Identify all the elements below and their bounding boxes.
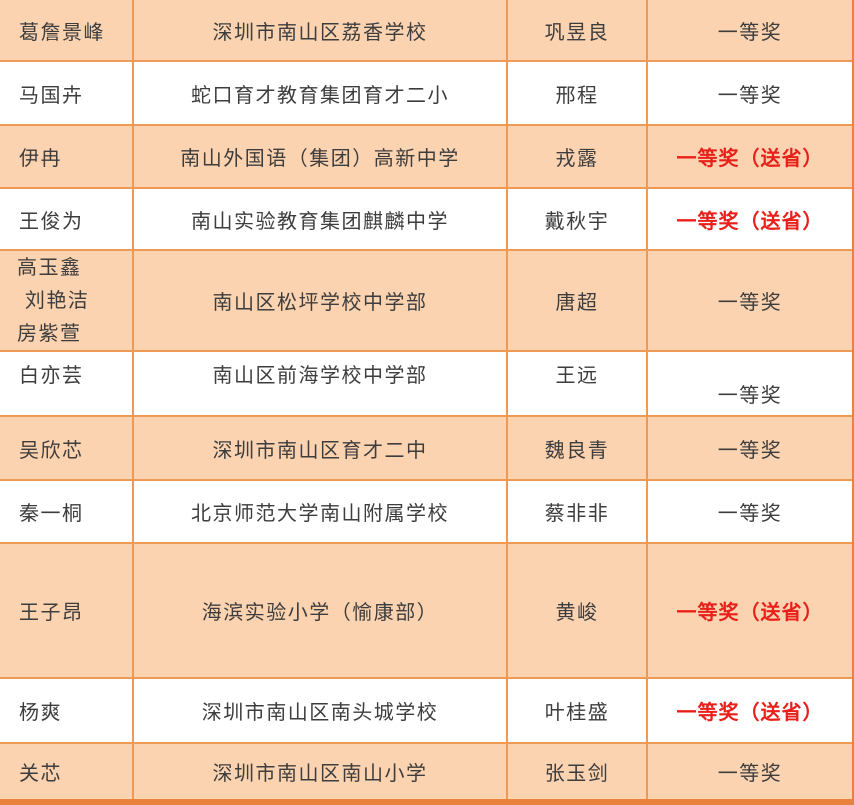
student-name-cell: 吴欣芯 bbox=[0, 415, 134, 481]
school-cell: 深圳市南山区南山小学 bbox=[132, 742, 508, 805]
table-row: 王子昂 海滨实验小学（愉康部） 黄峻 一等奖（送省） bbox=[0, 542, 854, 679]
student-name-cell: 白亦芸 bbox=[0, 350, 134, 417]
student-name-cell: 伊冉 bbox=[0, 124, 134, 189]
table-row: 马国卉 蛇口育才教育集团育才二小 邢程 一等奖 bbox=[0, 60, 854, 126]
student-name-cell: 高玉鑫 刘艳洁 房紫萱 bbox=[0, 249, 134, 352]
student-name-cell: 王俊为 bbox=[0, 187, 134, 251]
award-cell: 一等奖 bbox=[646, 350, 854, 417]
table-row: 秦一桐 北京师范大学南山附属学校 蔡非非 一等奖 bbox=[0, 479, 854, 544]
school-cell: 深圳市南山区荔香学校 bbox=[132, 0, 508, 62]
teacher-cell: 邢程 bbox=[506, 60, 648, 126]
school-cell: 蛇口育才教育集团育才二小 bbox=[132, 60, 508, 126]
teacher-cell: 叶桂盛 bbox=[506, 677, 648, 744]
award-cell-highlighted: 一等奖（送省） bbox=[646, 542, 854, 679]
table-row: 关芯 深圳市南山区南山小学 张玉剑 一等奖 bbox=[0, 742, 854, 805]
award-cell: 一等奖 bbox=[646, 60, 854, 126]
school-cell: 南山实验教育集团麒麟中学 bbox=[132, 187, 508, 251]
school-cell: 南山区前海学校中学部 bbox=[132, 350, 508, 417]
school-cell: 北京师范大学南山附属学校 bbox=[132, 479, 508, 544]
school-cell: 海滨实验小学（愉康部） bbox=[132, 542, 508, 679]
student-name-cell: 杨爽 bbox=[0, 677, 134, 744]
teacher-cell: 戴秋宇 bbox=[506, 187, 648, 251]
table-row: 白亦芸 南山区前海学校中学部 王远 一等奖 bbox=[0, 350, 854, 417]
award-cell: 一等奖 bbox=[646, 742, 854, 805]
student-name-cell: 关芯 bbox=[0, 742, 134, 805]
award-cell-highlighted: 一等奖（送省） bbox=[646, 677, 854, 744]
table-row: 葛詹景峰 深圳市南山区荔香学校 巩昱良 一等奖 bbox=[0, 0, 854, 62]
school-cell: 深圳市南山区南头城学校 bbox=[132, 677, 508, 744]
student-name-cell: 王子昂 bbox=[0, 542, 134, 679]
award-cell: 一等奖 bbox=[646, 415, 854, 481]
teacher-cell: 戎露 bbox=[506, 124, 648, 189]
student-name-cell: 马国卉 bbox=[0, 60, 134, 126]
school-cell: 南山区松坪学校中学部 bbox=[132, 249, 508, 352]
table-row: 吴欣芯 深圳市南山区育才二中 魏良青 一等奖 bbox=[0, 415, 854, 481]
award-cell: 一等奖 bbox=[646, 249, 854, 352]
student-name-cell: 葛詹景峰 bbox=[0, 0, 134, 62]
teacher-cell: 黄峻 bbox=[506, 542, 648, 679]
award-cell-highlighted: 一等奖（送省） bbox=[646, 124, 854, 189]
teacher-cell: 唐超 bbox=[506, 249, 648, 352]
teacher-cell: 魏良青 bbox=[506, 415, 648, 481]
teacher-cell: 蔡非非 bbox=[506, 479, 648, 544]
award-cell-highlighted: 一等奖（送省） bbox=[646, 187, 854, 251]
table-row: 王俊为 南山实验教育集团麒麟中学 戴秋宇 一等奖（送省） bbox=[0, 187, 854, 251]
table-row: 伊冉 南山外国语（集团）高新中学 戎露 一等奖（送省） bbox=[0, 124, 854, 189]
table-row: 杨爽 深圳市南山区南头城学校 叶桂盛 一等奖（送省） bbox=[0, 677, 854, 744]
award-cell: 一等奖 bbox=[646, 0, 854, 62]
teacher-cell: 巩昱良 bbox=[506, 0, 648, 62]
teacher-cell: 王远 bbox=[506, 350, 648, 417]
award-cell: 一等奖 bbox=[646, 479, 854, 544]
student-name-cell: 秦一桐 bbox=[0, 479, 134, 544]
teacher-cell: 张玉剑 bbox=[506, 742, 648, 805]
school-cell: 深圳市南山区育才二中 bbox=[132, 415, 508, 481]
table-row: 高玉鑫 刘艳洁 房紫萱 南山区松坪学校中学部 唐超 一等奖 bbox=[0, 249, 854, 352]
school-cell: 南山外国语（集团）高新中学 bbox=[132, 124, 508, 189]
